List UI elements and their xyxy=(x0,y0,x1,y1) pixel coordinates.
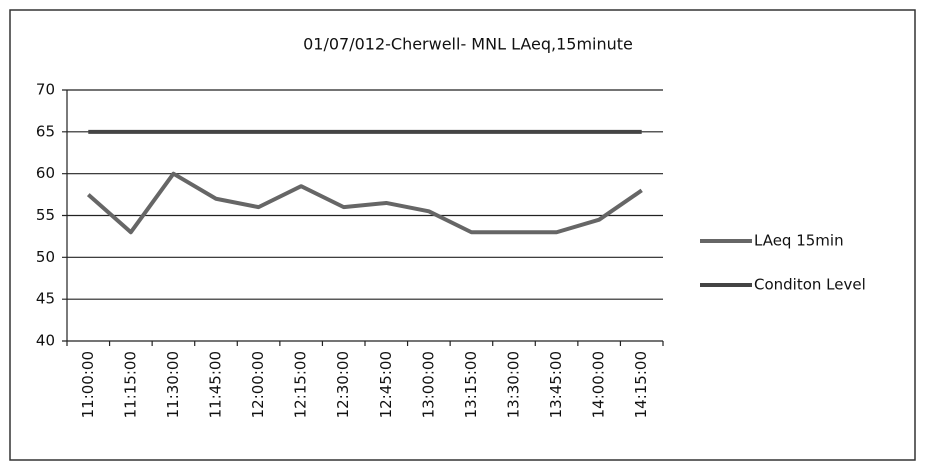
y-tick-label: 55 xyxy=(36,206,55,224)
line-series xyxy=(86,171,643,235)
x-tick-label: 11:30:00 xyxy=(164,351,182,418)
x-tick-label: 13:30:00 xyxy=(505,351,523,418)
x-tick-label: 11:00:00 xyxy=(79,351,97,418)
x-tick-label: 13:45:00 xyxy=(547,351,565,418)
x-tick-label: 11:15:00 xyxy=(121,351,139,418)
chart-frame xyxy=(9,9,916,461)
y-tick-label: 45 xyxy=(36,290,55,308)
y-tick-label: 70 xyxy=(36,81,55,99)
y-tick-label: 50 xyxy=(36,248,55,266)
legend-label: Conditon Level xyxy=(754,276,866,294)
x-tick-label: 12:15:00 xyxy=(292,351,310,418)
x-tick-label: 13:00:00 xyxy=(419,351,437,418)
x-tick-label: 14:15:00 xyxy=(632,351,650,418)
y-tick-label: 60 xyxy=(36,164,55,182)
y-tick-label: 40 xyxy=(36,332,55,350)
legend-label: LAeq 15min xyxy=(754,232,844,250)
x-tick-label: 12:30:00 xyxy=(334,351,352,418)
x-tick-label: 14:00:00 xyxy=(590,351,608,418)
chart-title: 01/07/012-Cherwell- MNL LAeq,15minute xyxy=(303,35,633,54)
y-tick-label: 65 xyxy=(36,122,55,140)
x-tick-label: 12:00:00 xyxy=(249,351,267,418)
x-tick-label: 13:15:00 xyxy=(462,351,480,418)
x-tick-label: 12:45:00 xyxy=(377,351,395,418)
x-tick-label: 11:45:00 xyxy=(207,351,225,418)
